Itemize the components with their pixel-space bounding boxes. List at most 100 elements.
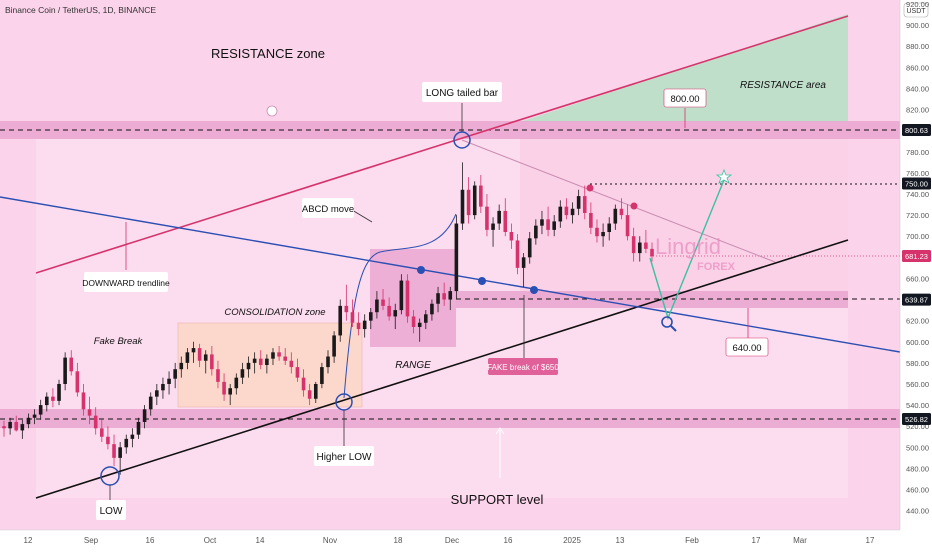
candle <box>589 212 593 228</box>
support-arrow-head <box>495 427 505 435</box>
candle <box>161 383 165 391</box>
candle <box>326 356 330 368</box>
y-tick-label: 760.00 <box>906 169 929 178</box>
connector-abcd <box>351 209 373 223</box>
upper-channel-fill <box>520 138 848 298</box>
y-tick-label: 540.00 <box>906 401 929 410</box>
candle <box>240 369 245 378</box>
resistance-area-text: RESISTANCE area <box>740 80 826 91</box>
symbol-header: Binance Coin / TetherUS, 1D, BINANCE <box>5 5 156 15</box>
y-tick-label: 780.00 <box>906 148 929 157</box>
y-axis-panel <box>900 0 932 550</box>
resistance-zone-text: RESISTANCE zone <box>211 46 325 61</box>
x-tick-label: Dec <box>445 536 459 545</box>
candle <box>515 240 520 268</box>
price-badge-box <box>902 177 931 190</box>
price-badge: 800.63 <box>905 126 928 135</box>
candle <box>527 238 532 258</box>
price-badge: 526.82 <box>905 415 928 424</box>
candle <box>234 377 239 389</box>
candle <box>258 358 263 365</box>
candle <box>289 360 294 368</box>
price-badge-box <box>902 293 931 306</box>
candle <box>57 383 61 401</box>
candle <box>2 426 6 429</box>
pivot-dot-2 <box>478 277 486 285</box>
pivot-dot-4 <box>586 184 594 192</box>
candle <box>637 242 642 254</box>
candle <box>26 417 31 425</box>
level-800-label-box <box>663 88 707 108</box>
pivot-dot-5 <box>630 202 638 210</box>
x-axis-panel <box>0 530 900 550</box>
candle <box>252 358 257 363</box>
price-badge-box <box>902 250 931 263</box>
x-tick-label: 14 <box>256 536 265 545</box>
candle <box>106 436 110 445</box>
x-tick-label: Sep <box>84 536 99 545</box>
candle <box>32 414 37 418</box>
candle <box>509 231 514 241</box>
y-tick-label: 820.00 <box>906 106 929 115</box>
candle <box>228 388 232 395</box>
y-tick-label: 860.00 <box>906 63 929 72</box>
candle <box>118 447 122 458</box>
x-axis-ticks: 12 Sep 16 Oct 14 Nov 18 Dec 16 2025 13 Feb 17 Mar 17 <box>24 536 875 545</box>
range-box <box>370 249 456 347</box>
currency-badge[interactable]: USDT <box>906 8 926 15</box>
pivot-dot-3 <box>530 286 538 294</box>
abcd-label-box <box>302 198 354 218</box>
candle <box>631 236 636 254</box>
candle <box>338 305 343 336</box>
star-icon <box>715 168 733 184</box>
zone-640 <box>456 291 848 308</box>
candle <box>607 223 612 232</box>
candle <box>430 303 434 315</box>
y-axis-ticks: 440.00 460.00 480.00 500.00 520.00 540.00 560.… <box>906 0 929 516</box>
candle <box>283 356 288 361</box>
long-tailed-label-box <box>422 82 502 102</box>
price-badge-box <box>902 124 931 136</box>
candle <box>277 352 281 357</box>
price-badge: 639.87 <box>905 296 928 305</box>
watermark-main: Lingrid <box>655 234 721 259</box>
y-tick-label: 920.00 <box>906 0 929 9</box>
magnifier-icon-handle <box>670 325 677 332</box>
candle <box>222 381 226 395</box>
candle <box>460 189 465 224</box>
candle <box>546 219 550 230</box>
candle <box>350 312 355 323</box>
candle <box>381 299 385 306</box>
y-tick-label: 480.00 <box>906 464 929 473</box>
x-tick-label: 17 <box>752 536 761 545</box>
y-tick-label: 900.00 <box>906 21 929 30</box>
support-level-text: SUPPORT level <box>451 492 544 507</box>
candle <box>197 348 202 361</box>
candle <box>503 210 508 232</box>
wedge-upper-line <box>461 139 776 263</box>
candle <box>203 354 208 361</box>
fake-650-label-box <box>488 358 558 375</box>
candle <box>601 231 605 237</box>
candle <box>265 358 269 365</box>
price-badges: 800.63 750.00 681.23 639.87 526.82 <box>902 124 931 425</box>
candle <box>576 196 581 209</box>
candle <box>540 219 544 226</box>
support-trendline <box>35 239 849 499</box>
y-tick-label: 700.00 <box>906 232 929 241</box>
x-tick-label: 12 <box>24 536 33 545</box>
level-640-label: 640.00 <box>732 343 761 354</box>
y-tick-label: 720.00 <box>906 211 929 220</box>
fake-650-label: FAKE break of $650 <box>487 363 559 372</box>
candle <box>368 312 373 321</box>
level-800-label: 800.00 <box>670 94 699 105</box>
magnifier-icon <box>661 316 673 328</box>
candle <box>521 257 526 268</box>
downward-trendline <box>0 196 901 353</box>
candle <box>332 335 336 357</box>
pivot-dot-1 <box>417 266 425 274</box>
candle <box>393 310 398 317</box>
level-640-label-box <box>725 337 769 357</box>
x-tick-label: 17 <box>866 536 875 545</box>
